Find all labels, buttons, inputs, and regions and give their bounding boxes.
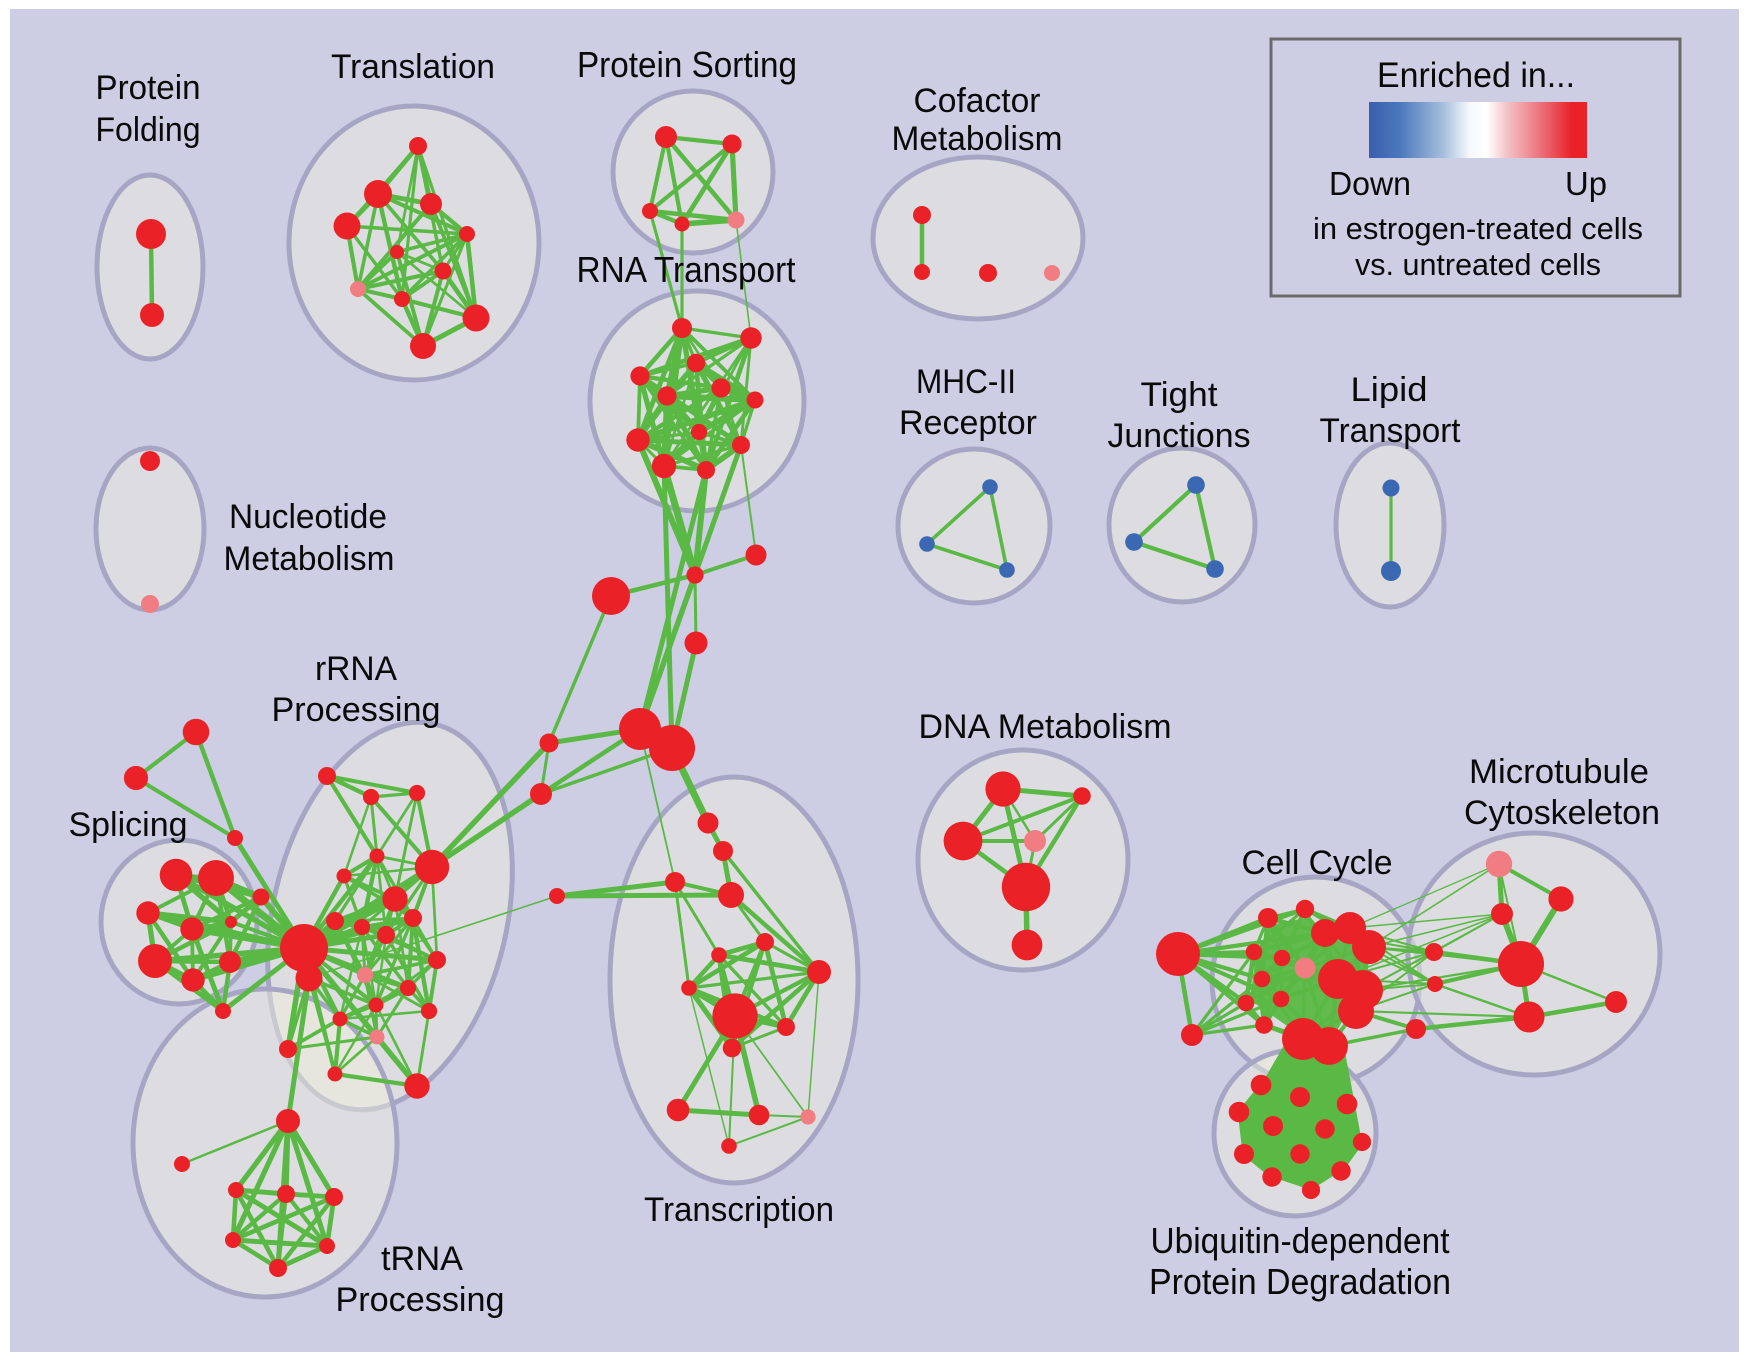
svg-text:Tight: Tight xyxy=(1141,376,1219,414)
svg-text:Metabolism: Metabolism xyxy=(892,120,1063,158)
svg-text:Protein Degradation: Protein Degradation xyxy=(1149,1261,1451,1302)
svg-text:Down: Down xyxy=(1329,165,1411,202)
svg-text:Protein Sorting: Protein Sorting xyxy=(577,44,797,85)
svg-text:Protein: Protein xyxy=(96,69,201,107)
svg-text:Nucleotide: Nucleotide xyxy=(229,498,387,536)
svg-text:Transcription: Transcription xyxy=(644,1191,834,1229)
svg-text:Lipid: Lipid xyxy=(1351,371,1428,409)
svg-text:Processing: Processing xyxy=(272,691,441,729)
svg-text:DNA Metabolism: DNA Metabolism xyxy=(919,708,1172,746)
svg-text:Transport: Transport xyxy=(1320,412,1462,450)
svg-text:tRNA: tRNA xyxy=(381,1240,463,1278)
svg-text:Receptor: Receptor xyxy=(899,404,1037,442)
svg-text:Cytoskeleton: Cytoskeleton xyxy=(1464,794,1660,832)
svg-text:Processing: Processing xyxy=(336,1281,505,1319)
svg-text:rRNA: rRNA xyxy=(315,650,397,688)
svg-text:Ubiquitin-dependent: Ubiquitin-dependent xyxy=(1151,1220,1450,1261)
svg-text:Folding: Folding xyxy=(96,111,201,149)
svg-text:Up: Up xyxy=(1565,165,1607,202)
svg-text:Metabolism: Metabolism xyxy=(224,540,395,578)
svg-text:Translation: Translation xyxy=(331,48,495,86)
svg-text:Microtubule: Microtubule xyxy=(1469,753,1649,791)
svg-text:Cofactor: Cofactor xyxy=(914,82,1041,120)
svg-text:Junctions: Junctions xyxy=(1108,417,1251,455)
svg-text:RNA Transport: RNA Transport xyxy=(577,249,796,290)
svg-text:Cell Cycle: Cell Cycle xyxy=(1242,844,1393,882)
svg-text:MHC-II: MHC-II xyxy=(916,363,1016,401)
svg-text:vs. untreated cells: vs. untreated cells xyxy=(1355,247,1601,282)
svg-text:Enriched in...: Enriched in... xyxy=(1377,56,1575,95)
svg-text:Splicing: Splicing xyxy=(69,806,188,844)
svg-text:in estrogen-treated cells: in estrogen-treated cells xyxy=(1313,211,1643,246)
